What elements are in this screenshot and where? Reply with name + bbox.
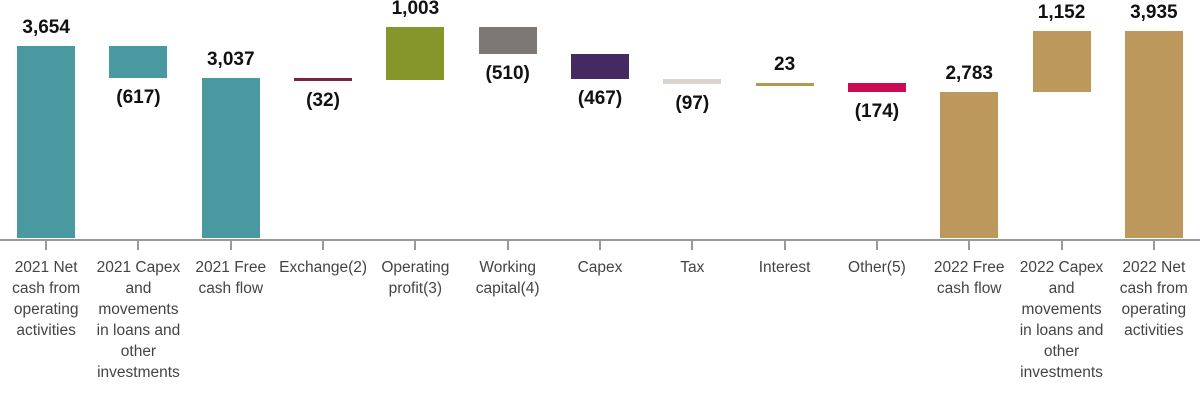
waterfall-bar [1032,31,1091,92]
waterfall-bar [755,82,814,86]
bar-value-label: (97) [675,92,710,114]
x-axis-line [0,239,1200,241]
waterfall-bar [663,78,722,84]
bar-value-label: (510) [485,63,530,85]
waterfall-bar [294,78,353,82]
waterfall-bar [109,46,168,79]
category-label: 2021 Net cash from operating activities [12,259,81,339]
category-label: Other(5) [848,259,906,276]
bar-value-label: 3,935 [1130,2,1178,24]
bar-value-label: (32) [306,90,340,112]
category-label: 2022 Free cash flow [933,259,1005,297]
waterfall-bar [478,27,537,55]
bar-value-label: (174) [854,100,900,122]
axis-tick [1060,241,1063,250]
category-label: 2021 Free cash flow [195,259,267,297]
category-label: 2022 Net cash from operating activities [1119,259,1188,339]
bar-value-label: 2,783 [945,62,993,84]
category-label: Interest [758,259,811,276]
waterfall-bar [17,46,76,238]
bar-value-label: 3,654 [22,17,70,38]
axis-tick [1152,241,1155,250]
axis-tick [45,241,48,250]
category-label: Exchange(2) [279,259,368,276]
axis-tick [229,241,232,250]
waterfall-bar [386,27,445,81]
bar-value-label: (617) [116,87,161,109]
waterfall-bar [847,82,906,92]
bar-value-label: 1,152 [1037,2,1086,24]
bar-value-label: (467) [577,87,623,109]
bar-value-label: 23 [774,53,796,75]
category-label: Working capital(4) [475,259,540,297]
waterfall-bar [571,54,629,79]
axis-tick [691,241,694,250]
category-label: 2021 Capex and movements in loans and ot… [96,259,181,381]
axis-tick [599,241,601,250]
bar-value-label: 3,037 [206,49,255,71]
bar-value-label: 1,003 [391,0,440,20]
category-label: Operating profit(3) [381,259,450,297]
axis-tick [968,241,971,250]
axis-tick [783,241,786,250]
category-label: Capex [577,259,623,276]
category-label: 2022 Capex and movements in loans and ot… [1019,259,1104,381]
waterfall-bar [1124,31,1183,238]
axis-tick [506,241,509,250]
category-label: Tax [680,259,705,276]
axis-tick [414,241,417,250]
axis-tick [875,241,878,250]
waterfall-bar [940,91,999,238]
axis-tick [322,241,325,250]
axis-tick [137,241,140,250]
waterfall-bar [201,78,260,238]
